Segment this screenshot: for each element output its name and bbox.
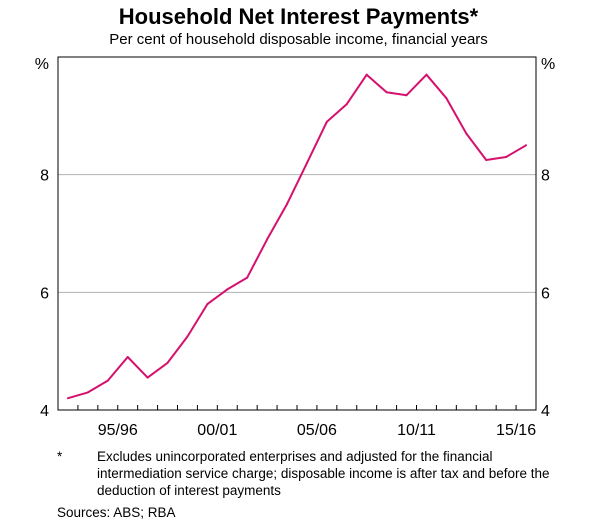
data-point	[405, 94, 408, 97]
data-point	[325, 120, 328, 123]
data-point	[465, 132, 468, 135]
data-point	[246, 276, 249, 279]
data-point	[525, 144, 528, 147]
y-tick-label-right: 4	[541, 403, 550, 420]
footnote-mark: *	[57, 449, 63, 464]
x-tick-label: 05/06	[297, 422, 337, 439]
series-line	[67, 73, 527, 400]
data-point	[286, 203, 289, 206]
data-point	[126, 356, 129, 359]
line-chart: 4 6 8 4 6 8 95/96 00/01 05/06 10/11 15/16 % %	[35, 56, 555, 439]
data-point	[206, 303, 209, 306]
data-point	[266, 238, 269, 241]
x-axis-labels: 95/96 00/01 05/06 10/11 15/16	[98, 422, 536, 439]
data-points	[66, 73, 528, 400]
x-tick-label: 95/96	[98, 422, 138, 439]
data-point	[385, 91, 388, 94]
y-tick-label-left: 4	[40, 403, 49, 420]
axis-ticks	[77, 405, 517, 410]
x-tick-label: 00/01	[197, 422, 237, 439]
y-unit-left: %	[35, 56, 49, 73]
data-point	[305, 161, 308, 164]
data-point	[485, 158, 488, 161]
data-point	[226, 288, 229, 291]
y-tick-label-left: 6	[40, 285, 49, 302]
data-point	[166, 361, 169, 364]
data-point	[66, 397, 69, 400]
data-point	[86, 391, 89, 394]
sources-note: Sources: ABS; RBA	[57, 505, 176, 520]
data-point	[186, 335, 189, 338]
y-unit-right: %	[541, 56, 555, 73]
plot-frame	[57, 56, 537, 411]
footnote-text: Excludes unincorporated enterprises and …	[97, 449, 550, 498]
gridlines	[58, 174, 536, 293]
chart-title: Household Net Interest Payments*	[118, 4, 479, 29]
data-point	[445, 97, 448, 100]
y-axis-left-labels: 4 6 8	[40, 168, 49, 420]
data-point	[146, 376, 149, 379]
data-point	[365, 73, 368, 76]
data-point	[345, 103, 348, 106]
data-point	[106, 379, 109, 382]
x-tick-label: 15/16	[496, 422, 536, 439]
data-point	[505, 156, 508, 159]
x-tick-label: 10/11	[397, 422, 436, 439]
chart-subtitle: Per cent of household disposable income,…	[109, 31, 488, 48]
y-axis-right-labels: 4 6 8	[541, 168, 550, 420]
y-tick-label-right: 6	[541, 285, 550, 302]
y-tick-label-right: 8	[541, 168, 550, 185]
y-tick-label-left: 8	[40, 168, 49, 185]
data-point	[425, 73, 428, 76]
